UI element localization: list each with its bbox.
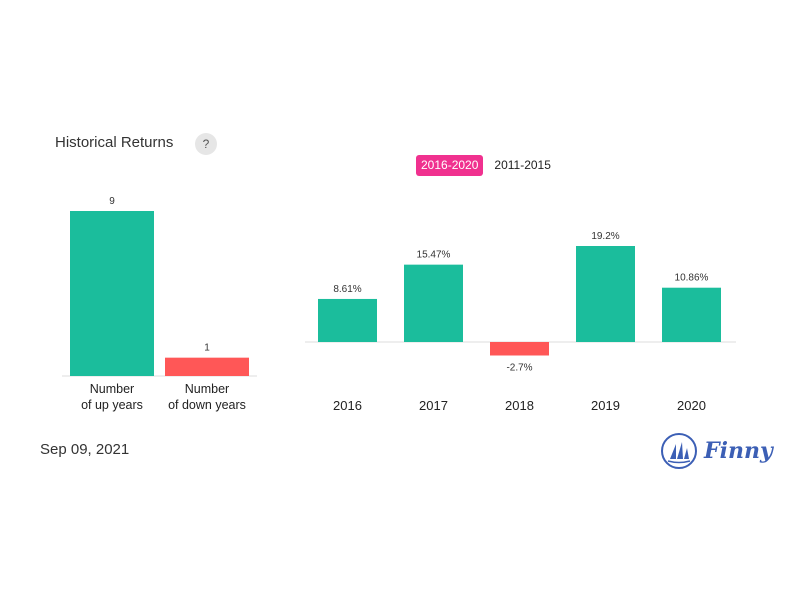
brand-name: Finny bbox=[704, 438, 773, 464]
help-icon[interactable]: ? bbox=[195, 133, 217, 155]
category-label: Number bbox=[185, 382, 229, 396]
bar-2016 bbox=[318, 298, 377, 342]
x-tick-label: 2018 bbox=[505, 398, 534, 413]
bar-1 bbox=[165, 357, 249, 376]
period-tabs: 2016-2020 2011-2015 bbox=[416, 155, 556, 176]
x-tick-label: 2019 bbox=[591, 398, 620, 413]
x-tick-label: 2020 bbox=[677, 398, 706, 413]
data-label: -2.7% bbox=[506, 363, 532, 374]
category-label: Number bbox=[90, 382, 134, 396]
tab-2011-2015[interactable]: 2011-2015 bbox=[494, 158, 551, 172]
page-title: Historical Returns bbox=[55, 134, 174, 151]
category-label: of up years bbox=[81, 398, 143, 412]
data-label: 10.86% bbox=[675, 273, 709, 284]
bar-2018 bbox=[490, 342, 549, 356]
data-label: 19.2% bbox=[591, 231, 619, 242]
data-label: 1 bbox=[204, 343, 210, 354]
as-of-date: Sep 09, 2021 bbox=[40, 441, 130, 458]
data-label: 8.61% bbox=[333, 284, 361, 295]
data-label: 9 bbox=[109, 196, 115, 207]
tab-2016-2020[interactable]: 2016-2020 bbox=[416, 155, 484, 176]
bar-2017 bbox=[404, 264, 463, 342]
bar-2019 bbox=[576, 246, 635, 342]
data-label: 15.47% bbox=[417, 250, 451, 261]
category-label: of down years bbox=[168, 398, 246, 412]
x-tick-label: 2017 bbox=[419, 398, 448, 413]
x-tick-label: 2016 bbox=[333, 398, 362, 413]
finny-logo: Finny bbox=[660, 432, 773, 470]
bar-2020 bbox=[662, 287, 721, 342]
sailboat-icon bbox=[661, 433, 697, 469]
bar-0 bbox=[70, 211, 154, 376]
